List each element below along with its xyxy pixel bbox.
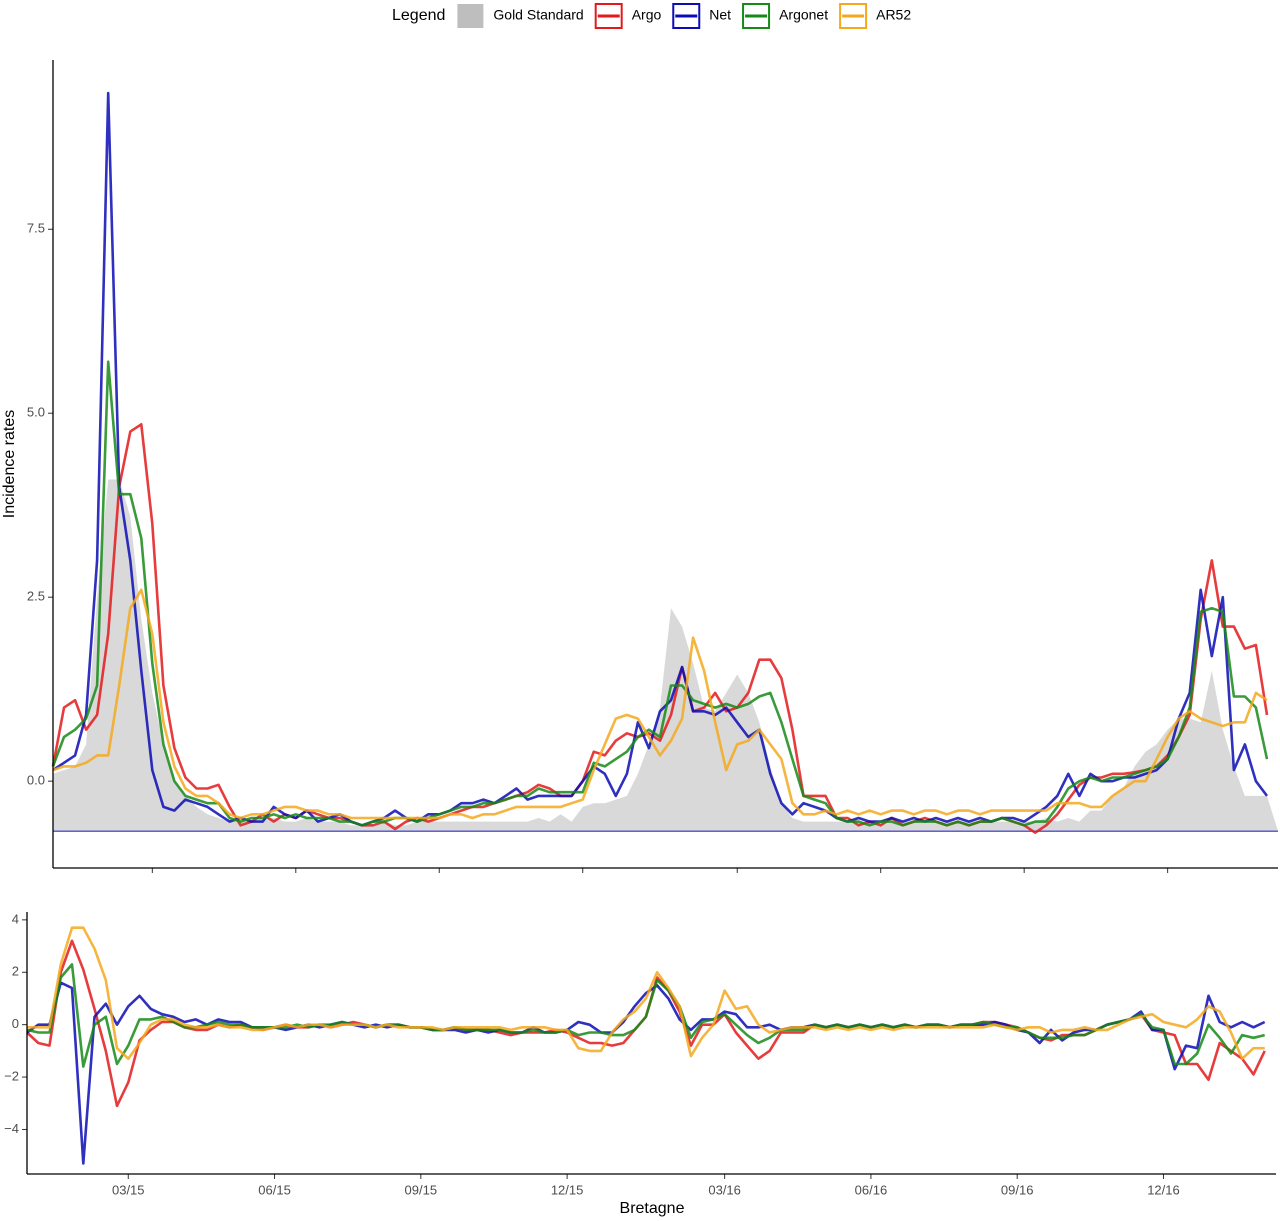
y-tick-label: 0 xyxy=(12,1016,19,1031)
x-tick-label: 03/16 xyxy=(708,1182,741,1197)
line xyxy=(52,91,1269,827)
y-tick-label: 4 xyxy=(12,911,19,926)
legend-label: AR52 xyxy=(876,7,911,23)
legend-label: Argo xyxy=(632,7,662,23)
y-axis-label: Incidence rates xyxy=(1,410,18,519)
y-tick-label: 2.5 xyxy=(27,589,45,604)
x-tick-label: 12/15 xyxy=(551,1182,584,1197)
y-tick-label: −2 xyxy=(4,1068,19,1083)
y-tick-label: 0.0 xyxy=(27,773,45,788)
x-tick-label: 06/15 xyxy=(258,1182,291,1197)
area xyxy=(53,479,1278,832)
y-tick-label: −4 xyxy=(4,1121,19,1136)
line xyxy=(51,360,1269,827)
legend-label: Net xyxy=(709,7,731,23)
line xyxy=(26,981,1266,1165)
y-tick-label: 2 xyxy=(12,964,19,979)
y-tick-label: 5.0 xyxy=(27,405,45,420)
line xyxy=(27,926,1265,1060)
x-tick-label: 09/15 xyxy=(405,1182,438,1197)
legend-swatch xyxy=(457,4,484,28)
y-tick-label: 7.5 xyxy=(27,221,45,236)
legend-title: Legend xyxy=(392,7,445,24)
legend-label: Gold Standard xyxy=(493,7,583,23)
x-tick-label: 06/16 xyxy=(855,1182,888,1197)
x-tick-label: 03/15 xyxy=(112,1182,145,1197)
x-tick-label: 09/16 xyxy=(1001,1182,1034,1197)
x-axis-label: Bretagne xyxy=(620,1200,685,1217)
legend-label: Argonet xyxy=(779,7,828,23)
line xyxy=(52,588,1268,820)
line xyxy=(26,963,1266,1068)
x-tick-label: 12/16 xyxy=(1147,1182,1180,1197)
